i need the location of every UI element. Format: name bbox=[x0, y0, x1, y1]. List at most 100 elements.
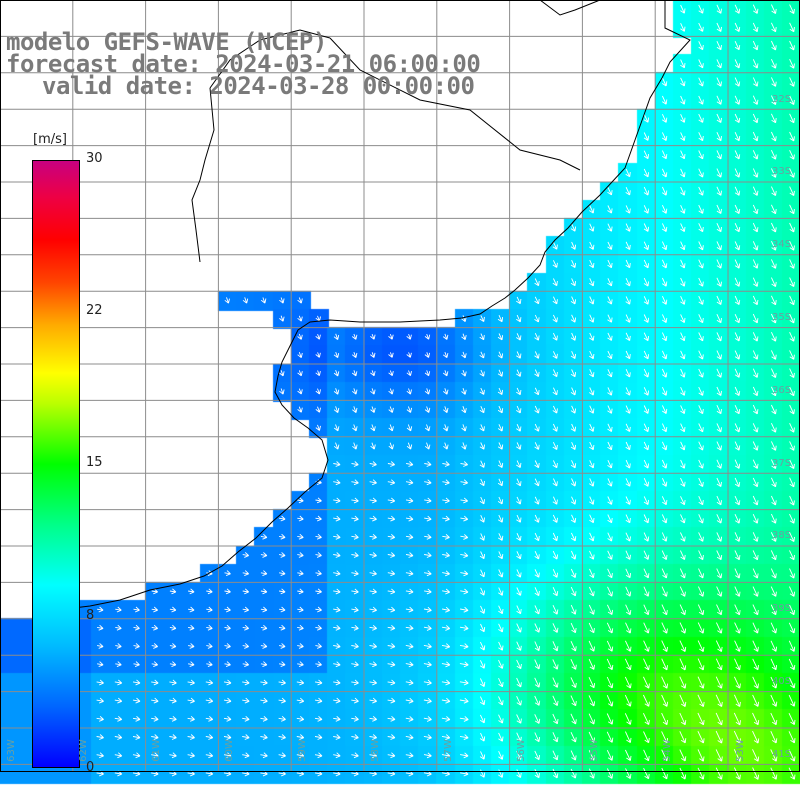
wind-arrow bbox=[169, 752, 177, 759]
wind-arrow bbox=[424, 588, 432, 595]
wind-arrow bbox=[552, 241, 558, 250]
wind-arrow bbox=[242, 734, 250, 740]
wind-arrow bbox=[734, 113, 741, 123]
wind-arrow bbox=[387, 606, 396, 613]
wind-arrow bbox=[752, 694, 760, 707]
wind-arrow bbox=[279, 370, 285, 377]
wind-arrow bbox=[369, 533, 377, 540]
wind-arrow bbox=[498, 732, 504, 742]
wind-arrow bbox=[661, 676, 669, 689]
wind-arrow bbox=[716, 314, 722, 324]
wind-arrow bbox=[643, 150, 650, 160]
wind-arrow bbox=[260, 570, 268, 577]
wind-arrow bbox=[188, 588, 195, 595]
wind-arrow bbox=[369, 624, 378, 631]
wind-arrow bbox=[752, 404, 759, 415]
wind-arrow bbox=[552, 460, 558, 469]
wind-arrow bbox=[461, 442, 467, 450]
wind-arrow bbox=[752, 222, 759, 233]
wind-arrow bbox=[716, 477, 722, 487]
wind-arrow bbox=[479, 533, 485, 541]
wind-arrow bbox=[442, 533, 450, 540]
wind-arrow bbox=[133, 661, 140, 668]
wind-arrow bbox=[133, 606, 140, 613]
wind-arrow bbox=[479, 460, 485, 468]
wind-arrow bbox=[187, 679, 195, 686]
wind-arrow bbox=[788, 586, 796, 597]
wind-arrow bbox=[333, 570, 341, 577]
wind-arrow bbox=[752, 477, 759, 488]
wind-arrow bbox=[661, 532, 668, 542]
wind-arrow bbox=[405, 552, 414, 558]
wind-arrow bbox=[789, 368, 795, 378]
wind-arrow bbox=[552, 260, 558, 268]
wind-arrow bbox=[242, 715, 250, 722]
wind-arrow bbox=[498, 696, 504, 706]
wind-arrow bbox=[333, 588, 341, 595]
wind-arrow bbox=[242, 606, 250, 613]
wind-arrow bbox=[770, 386, 777, 397]
wind-arrow bbox=[752, 767, 760, 780]
wind-arrow bbox=[315, 643, 322, 649]
wind-arrow bbox=[151, 661, 159, 668]
wind-arrow bbox=[643, 387, 650, 396]
wind-arrow bbox=[770, 40, 777, 51]
wind-arrow bbox=[315, 315, 321, 322]
wind-arrow bbox=[789, 150, 795, 160]
wind-arrow bbox=[734, 277, 741, 287]
wind-arrow bbox=[606, 640, 614, 652]
wind-arrow bbox=[333, 752, 341, 759]
wind-arrow bbox=[770, 204, 777, 215]
wind-arrow bbox=[552, 278, 558, 287]
wind-arrow bbox=[406, 352, 412, 358]
wind-arrow bbox=[770, 59, 777, 69]
wind-arrow bbox=[661, 423, 668, 433]
wind-arrow bbox=[789, 423, 795, 433]
wind-arrow bbox=[752, 730, 760, 744]
wind-arrow bbox=[370, 388, 376, 395]
wind-arrow bbox=[132, 679, 141, 686]
wind-arrow bbox=[297, 370, 303, 377]
wind-arrow bbox=[661, 604, 668, 616]
wind-arrow bbox=[206, 606, 213, 613]
wind-arrow bbox=[661, 205, 668, 214]
wind-arrow bbox=[789, 386, 795, 397]
wind-arrow bbox=[442, 515, 450, 522]
wind-arrow bbox=[752, 459, 759, 469]
wind-arrow bbox=[388, 406, 394, 413]
wind-arrow bbox=[297, 624, 304, 631]
wind-arrow bbox=[279, 624, 286, 631]
wind-arrow bbox=[789, 259, 795, 269]
wind-arrow bbox=[351, 497, 359, 504]
wind-arrow bbox=[679, 640, 687, 652]
wind-arrow bbox=[643, 168, 650, 178]
wind-arrow bbox=[789, 131, 795, 142]
wind-arrow bbox=[516, 659, 522, 670]
wind-arrow bbox=[607, 568, 613, 579]
wind-arrow bbox=[661, 731, 669, 744]
wind-arrow bbox=[497, 551, 504, 560]
wind-arrow bbox=[297, 570, 304, 577]
wind-arrow bbox=[169, 643, 177, 649]
wind-arrow bbox=[625, 459, 631, 469]
wind-arrow bbox=[770, 186, 777, 196]
wind-arrow bbox=[405, 570, 414, 577]
wind-arrow bbox=[679, 622, 687, 634]
wind-arrow bbox=[770, 477, 777, 488]
wind-arrow bbox=[497, 533, 504, 541]
lat-label: 35S bbox=[772, 312, 792, 323]
wind-arrow bbox=[516, 387, 522, 396]
wind-arrow bbox=[260, 752, 268, 759]
wind-arrow bbox=[680, 350, 686, 360]
wind-arrow bbox=[734, 95, 741, 105]
wind-arrow bbox=[115, 643, 122, 649]
wind-arrow bbox=[589, 514, 595, 524]
wind-arrow bbox=[752, 332, 759, 342]
wind-arrow bbox=[788, 676, 796, 689]
wind-arrow bbox=[115, 661, 122, 668]
wind-arrow bbox=[716, 59, 722, 69]
wind-arrow bbox=[97, 606, 104, 613]
wind-arrow bbox=[552, 659, 559, 670]
wind-arrow bbox=[333, 370, 340, 377]
wind-arrow bbox=[534, 532, 540, 542]
